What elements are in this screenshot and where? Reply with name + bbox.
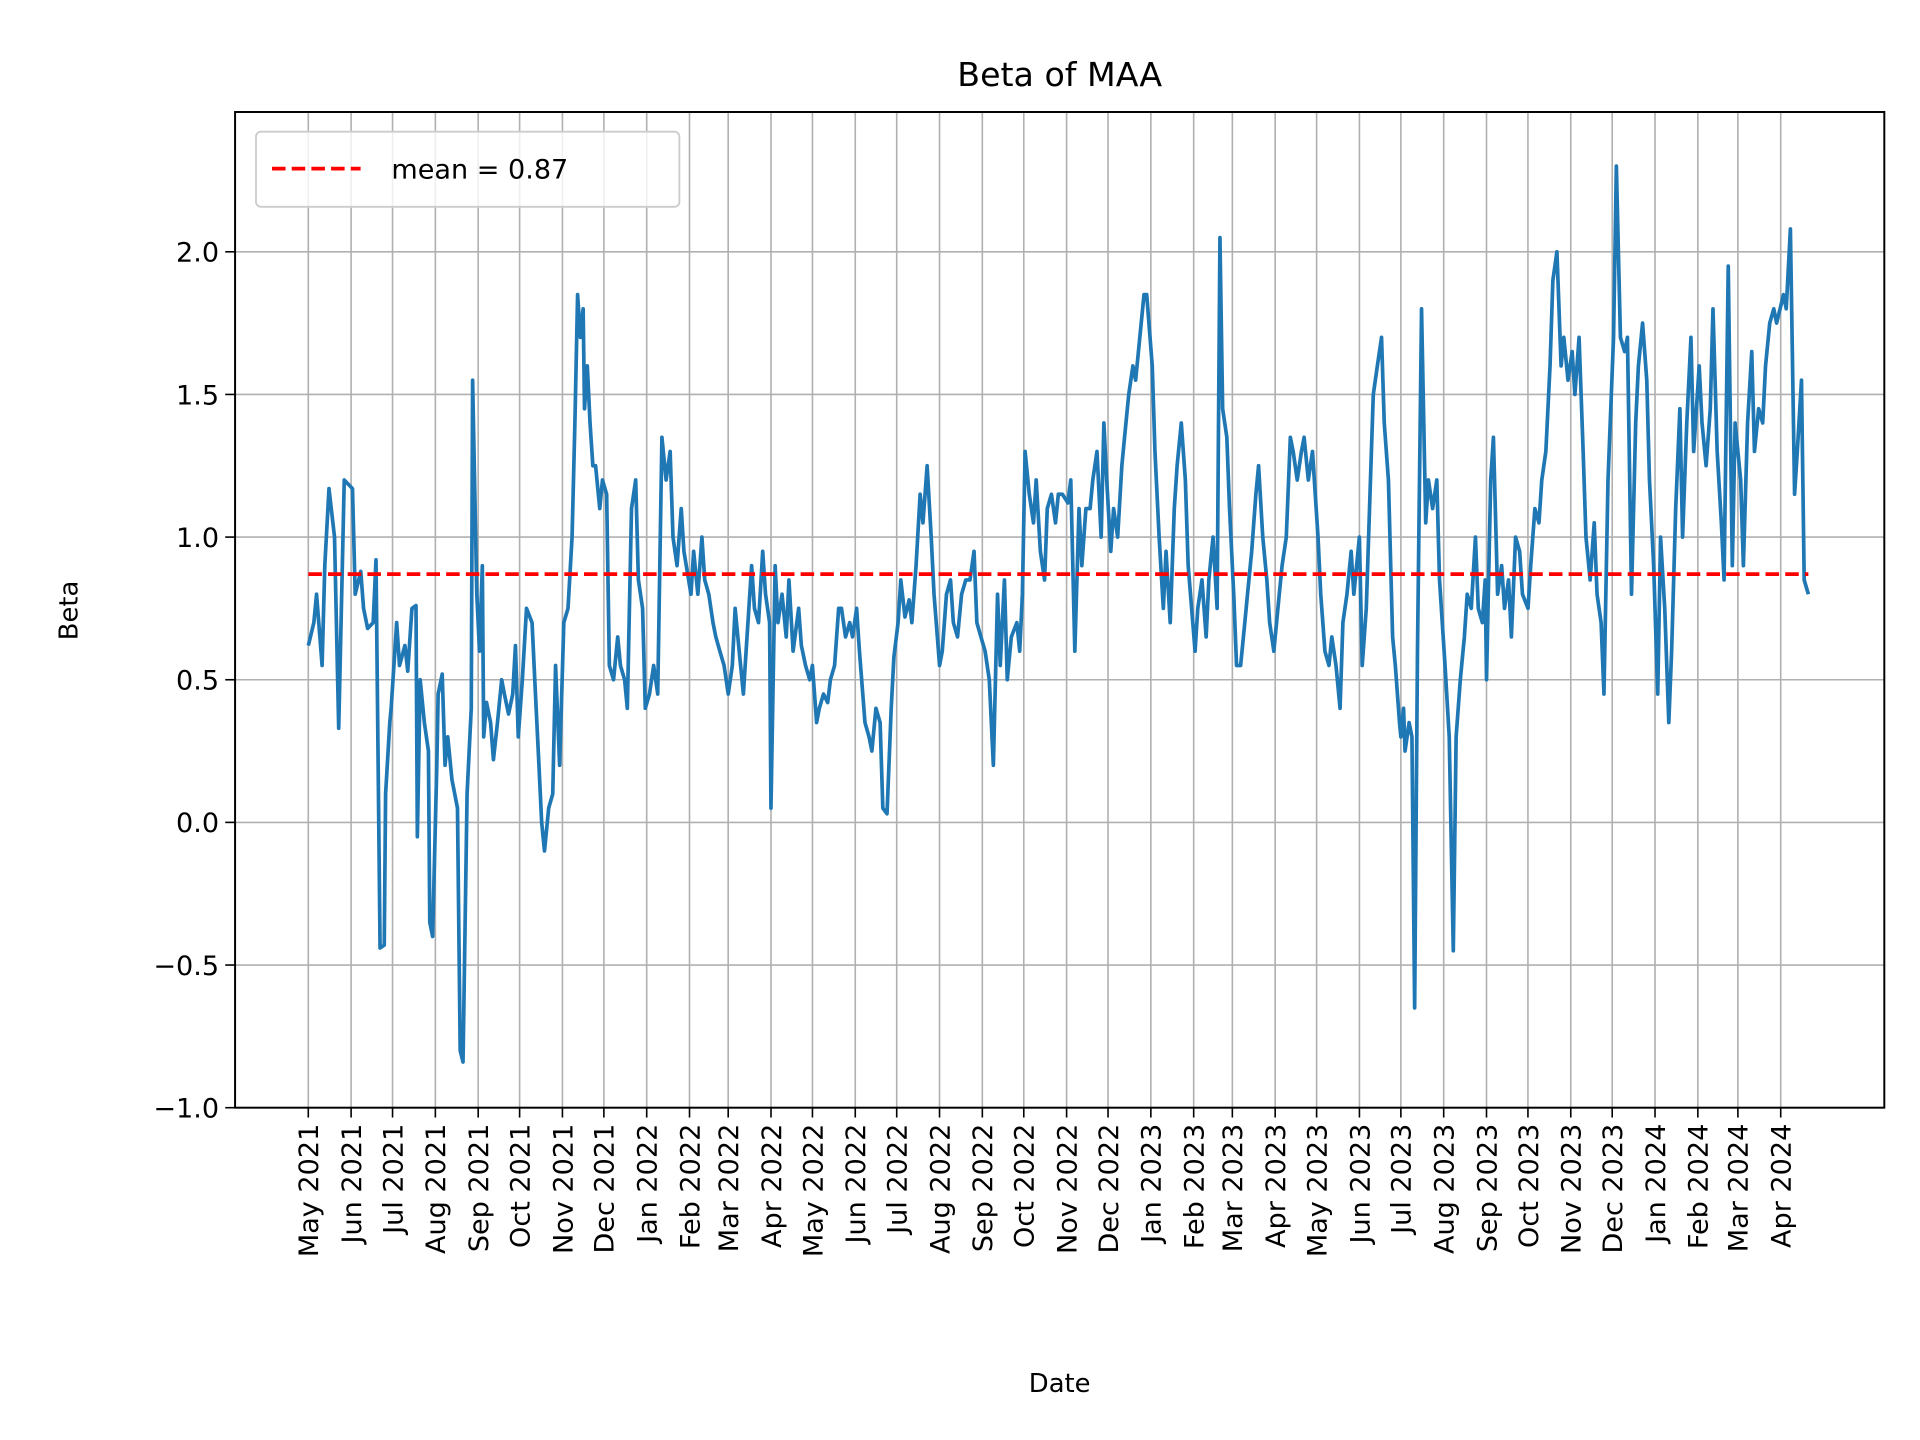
- plot-frame: [234, 111, 1886, 1109]
- y-tick-label: 1.5: [176, 380, 219, 411]
- x-tick-label: Mar 2024: [1724, 1124, 1755, 1253]
- x-tick-label: Jul 2021: [378, 1124, 409, 1236]
- x-tick-label: Dec 2023: [1598, 1124, 1629, 1254]
- legend: mean = 0.87: [255, 130, 681, 208]
- x-tick-label: Sep 2021: [464, 1124, 495, 1252]
- x-tick-label: Sep 2022: [968, 1124, 999, 1252]
- x-tick-label: Apr 2024: [1767, 1124, 1798, 1248]
- y-axis-ticks: −1.0 −0.5 0.0 0.5 1.0 1.5 2.0: [153, 238, 236, 1125]
- y-axis-label: Beta: [55, 581, 85, 641]
- x-axis-ticks: May 2021 Jun 2021 Jul 2021 Aug 2021 Sep 2021…: [294, 1107, 1798, 1257]
- series-layer: [306, 164, 1811, 1064]
- x-tick-label: Sep 2023: [1472, 1124, 1503, 1252]
- x-tick-label: Apr 2023: [1261, 1124, 1292, 1248]
- y-tick-label: 0.5: [176, 666, 219, 697]
- y-tick-label: −0.5: [153, 951, 219, 982]
- x-tick-label: Nov 2021: [548, 1124, 579, 1254]
- chart-title: Beta of MAA: [957, 55, 1162, 94]
- x-tick-label: Jun 2022: [841, 1124, 872, 1246]
- x-tick-label: Jan 2022: [633, 1124, 664, 1245]
- grid: [235, 112, 1885, 1109]
- y-tick-label: 2.0: [176, 238, 219, 269]
- x-tick-label: May 2021: [294, 1124, 325, 1257]
- x-tick-label: Jun 2023: [1345, 1124, 1376, 1246]
- beta-series-line: [306, 164, 1811, 1064]
- y-tick-label: 1.0: [176, 523, 219, 554]
- x-tick-label: Mar 2023: [1218, 1124, 1249, 1253]
- x-tick-label: Jul 2023: [1387, 1124, 1418, 1236]
- x-tick-label: Jan 2024: [1641, 1124, 1672, 1245]
- x-tick-label: May 2022: [798, 1124, 829, 1257]
- x-tick-label: Aug 2022: [925, 1124, 956, 1254]
- x-tick-label: Feb 2022: [675, 1124, 706, 1249]
- y-tick-label: 0.0: [176, 808, 219, 839]
- x-tick-label: Dec 2022: [1094, 1124, 1125, 1254]
- x-tick-label: Jan 2023: [1137, 1124, 1168, 1245]
- x-tick-label: Mar 2022: [714, 1124, 745, 1253]
- y-tick-label: −1.0: [153, 1094, 219, 1125]
- x-tick-label: Aug 2023: [1430, 1124, 1461, 1254]
- x-tick-label: Nov 2022: [1052, 1124, 1083, 1254]
- x-tick-label: Oct 2022: [1010, 1124, 1041, 1248]
- x-tick-label: May 2023: [1302, 1124, 1333, 1257]
- x-tick-label: Feb 2023: [1180, 1124, 1211, 1249]
- x-tick-label: Aug 2021: [421, 1124, 452, 1254]
- x-tick-label: Oct 2021: [505, 1124, 536, 1248]
- x-tick-label: Nov 2023: [1557, 1124, 1588, 1254]
- x-tick-label: Jul 2022: [883, 1124, 914, 1236]
- x-tick-label: Feb 2024: [1684, 1124, 1715, 1249]
- legend-label-mean: mean = 0.87: [391, 154, 568, 185]
- x-tick-label: Jun 2021: [337, 1124, 368, 1246]
- x-tick-label: Oct 2023: [1514, 1124, 1545, 1248]
- legend-box: [255, 130, 681, 208]
- x-tick-label: Apr 2022: [757, 1124, 788, 1248]
- x-axis-label: Date: [1029, 1369, 1091, 1399]
- x-tick-label: Dec 2021: [590, 1124, 621, 1254]
